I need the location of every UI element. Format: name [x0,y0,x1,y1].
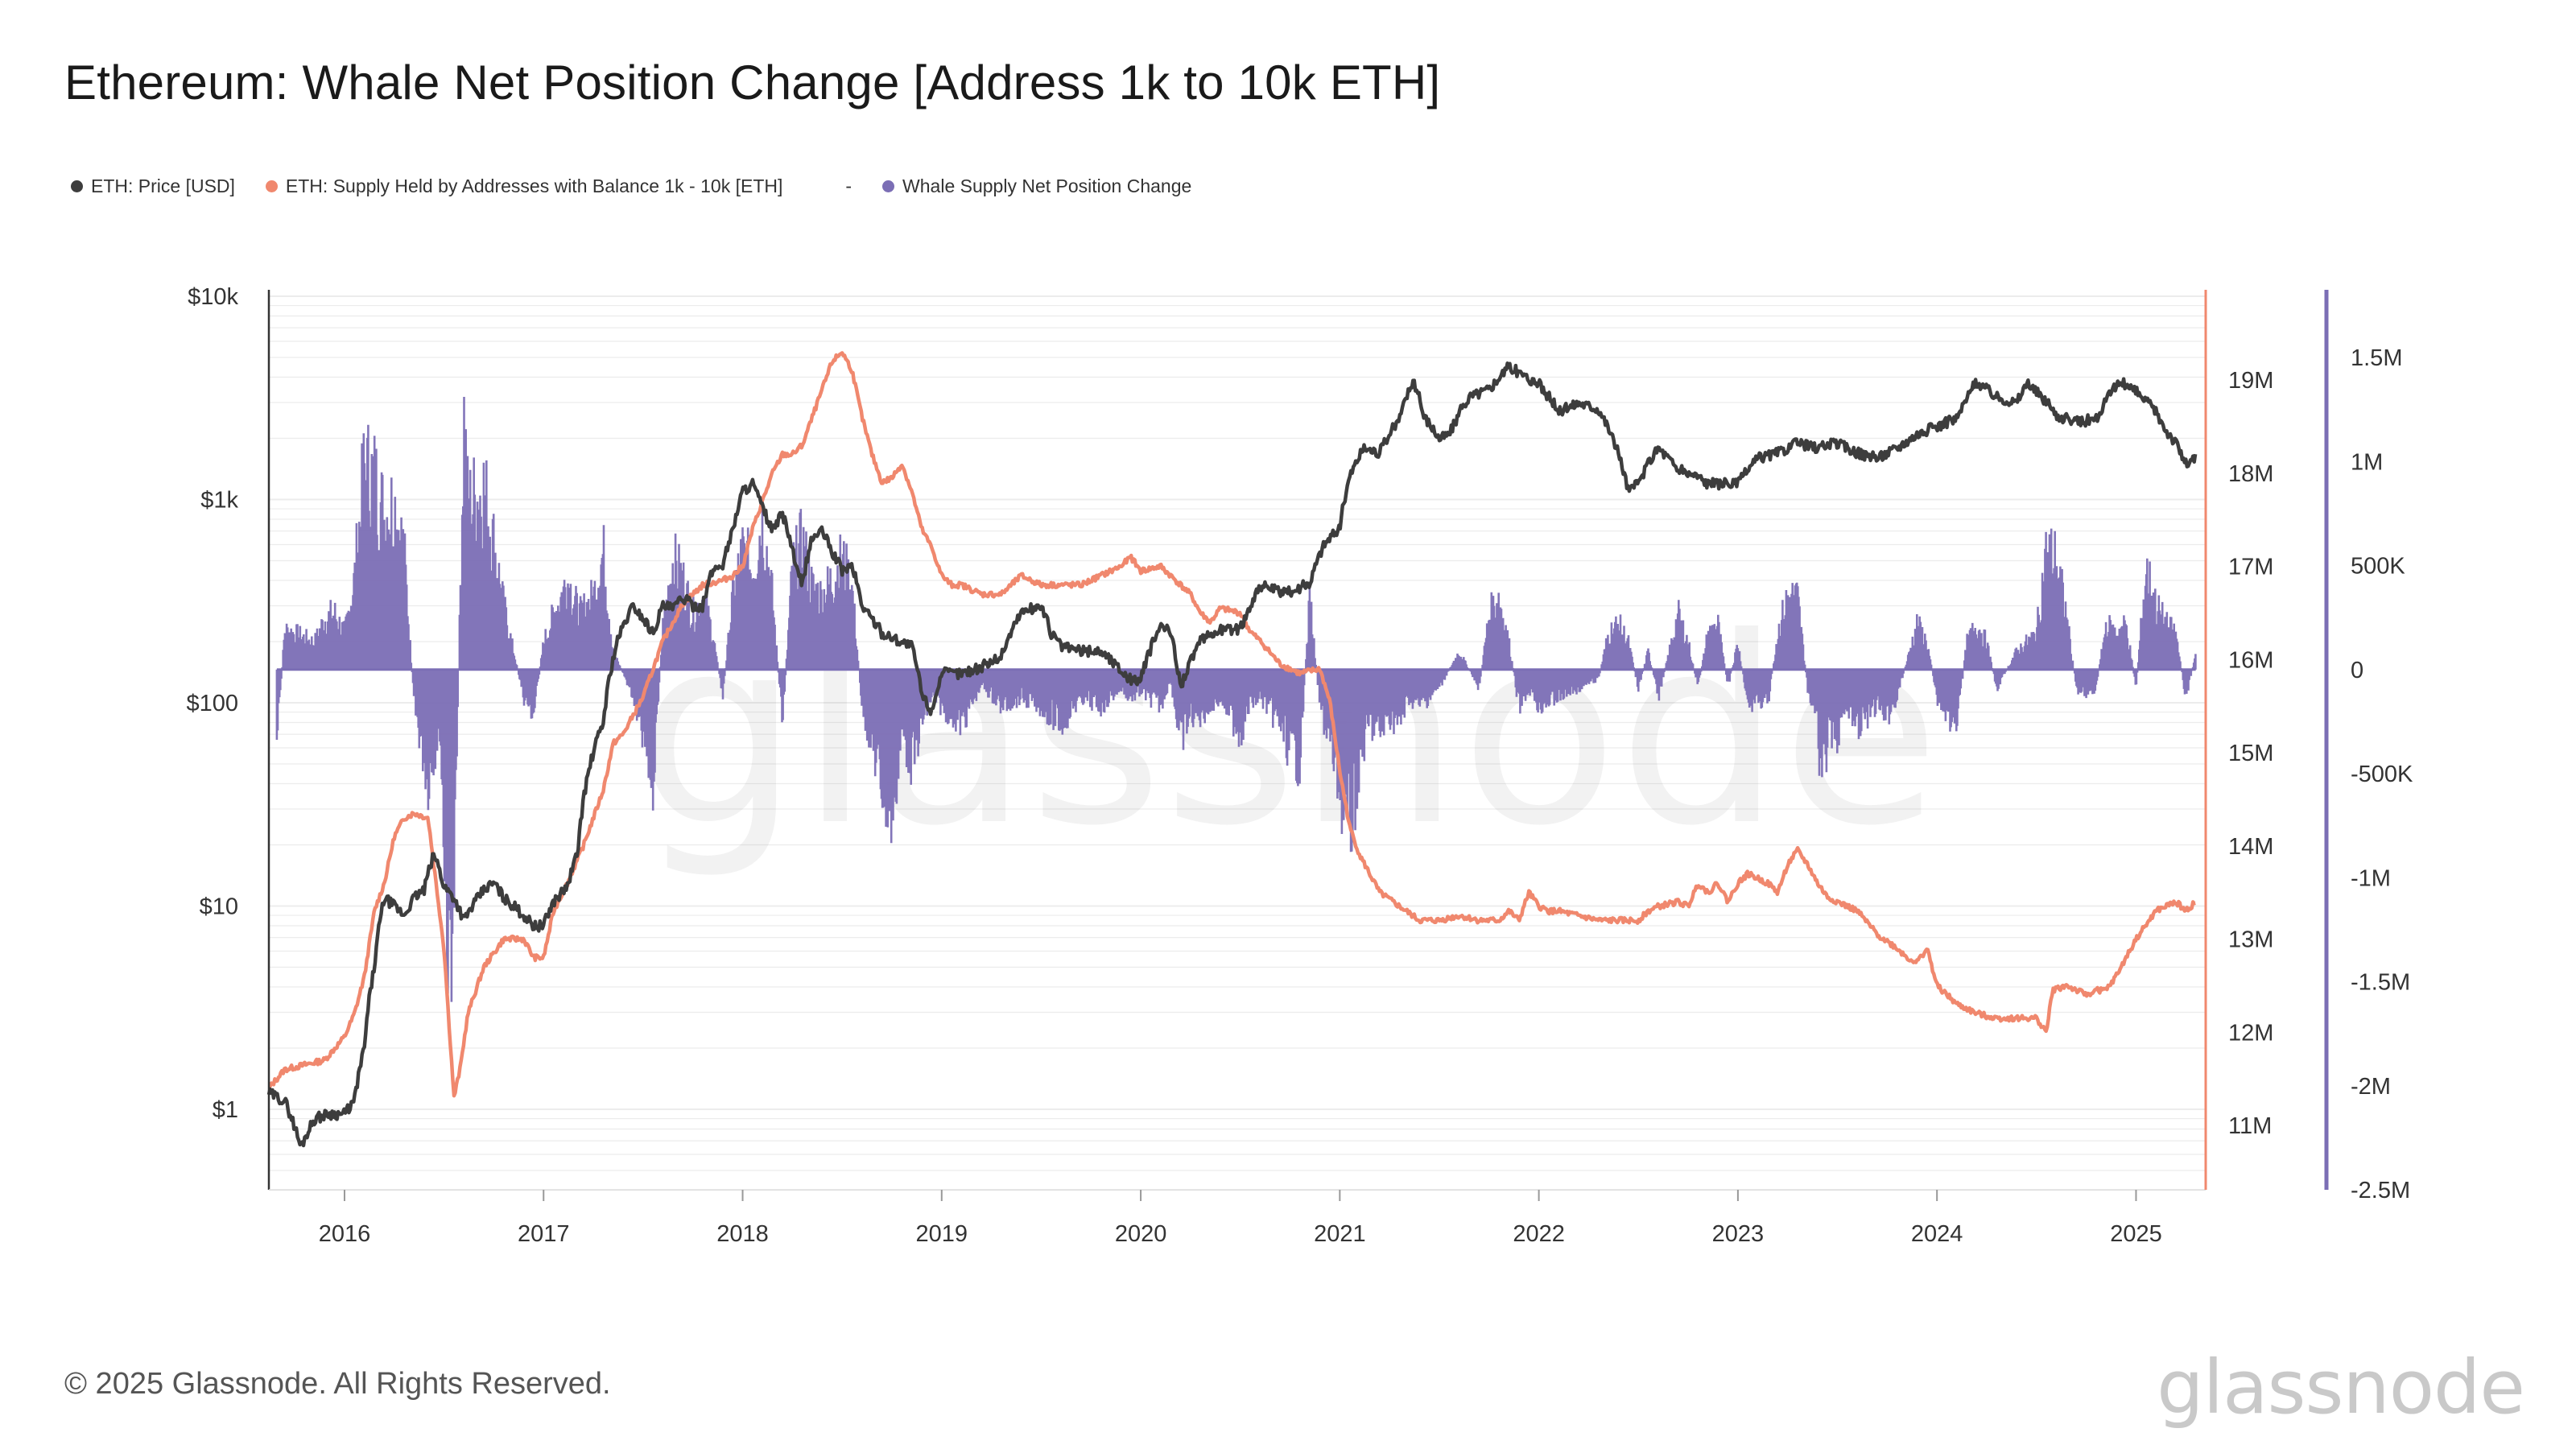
x-tick-label: 2024 [1911,1221,1963,1247]
x-tick-label: 2020 [1115,1221,1167,1247]
supply-tick-label: 18M [2228,461,2273,487]
legend: ETH: Price [USD] ETH: Supply Held by Add… [71,175,1222,197]
net-change-tick-label: -2.5M [2351,1178,2410,1203]
supply-tick-label: 15M [2228,741,2273,766]
supply-tick-label: 13M [2228,927,2273,953]
price-tick-label: $1k [200,488,238,514]
net-change-tick-label: 1M [2351,449,2383,475]
net-change-tick-label: -2M [2351,1074,2391,1100]
x-tick-label: 2025 [2110,1221,2162,1247]
legend-separator: - [845,175,852,196]
x-tick-label: 2018 [716,1221,769,1247]
legend-price-label: ETH: Price [USD] [91,175,235,196]
legend-supply-label: ETH: Supply Held by Addresses with Balan… [285,175,783,196]
tick-labels: 2016 2017 2018 2019 2020 2021 2022 2023 2024 2025… [186,284,2413,1247]
supply-tick-label: 17M [2228,555,2273,580]
supply-series-line [268,351,2196,1098]
x-tick-label: 2019 [916,1221,968,1247]
supply-tick-label: 19M [2228,368,2273,394]
x-tick-label: 2017 [518,1221,570,1247]
net-change-tick-label: -1M [2351,865,2391,891]
supply-tick-label: 11M [2228,1113,2272,1139]
legend-net-change-label: Whale Supply Net Position Change [902,175,1192,196]
legend-item-supply[interactable]: ETH: Supply Held by Addresses with Balan… [265,175,783,197]
net-change-tick-label: -1.5M [2351,970,2410,996]
price-tick-label: $1 [213,1097,238,1123]
net-change-tick-label: 0 [2351,658,2363,683]
net-change-tick-label: -500K [2351,762,2413,787]
price-tick-label: $10 [200,894,238,920]
chart-title: Ethereum: Whale Net Position Change [Add… [64,56,1441,109]
copyright-footer: © 2025 Glassnode. All Rights Reserved. [64,1367,611,1401]
glassnode-logo: glassnode [2157,1344,2525,1430]
supply-tick-label: 12M [2228,1020,2273,1046]
legend-price-dot-icon [71,180,83,192]
legend-item-net-change[interactable]: Whale Supply Net Position Change [882,175,1191,197]
legend-supply-dot-icon [265,180,278,192]
legend-net-change-dot-icon [882,180,895,192]
axes [267,290,2329,1191]
x-tick-label: 2022 [1513,1221,1565,1247]
legend-item-price[interactable]: ETH: Price [USD] [71,175,235,197]
supply-tick-label: 16M [2228,647,2273,673]
price-tick-label: $10k [188,284,238,310]
net-change-tick-label: 500K [2351,554,2405,580]
x-tick-label: 2016 [319,1221,371,1247]
price-series-line [266,361,2198,1148]
net-change-tick-label: 1.5M [2351,345,2402,371]
price-tick-label: $100 [186,691,238,716]
supply-tick-label: 14M [2228,834,2273,860]
series-lines [266,351,2198,1148]
x-tick-label: 2023 [1712,1221,1765,1247]
x-tick-label: 2021 [1314,1221,1366,1247]
